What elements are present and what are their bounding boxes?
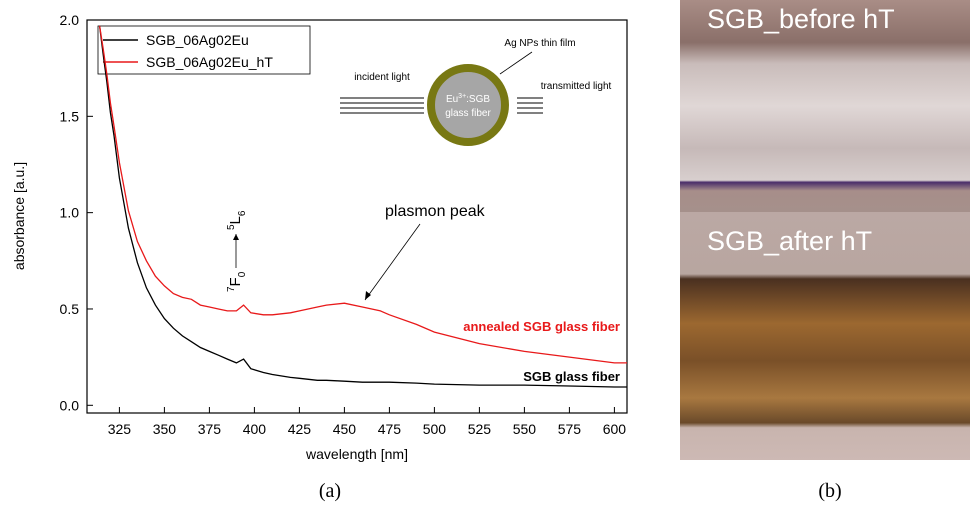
x-axis-label: wavelength [nm] [305, 446, 408, 462]
legend-label: SGB_06Ag02Eu_hT [146, 54, 273, 70]
x-tick-label: 450 [333, 421, 357, 437]
panel-b: SGB_before hT SGB_after hT (b) [680, 0, 970, 502]
y-tick-label: 0.5 [60, 301, 80, 317]
arrow [365, 224, 420, 300]
x-tick-label: 425 [288, 421, 312, 437]
y-tick-label: 1.5 [60, 108, 80, 124]
x-tick-label: 475 [378, 421, 402, 437]
core: Eu [446, 94, 458, 105]
panel-label: (b) [818, 480, 841, 502]
transition-text: 7F0 [226, 271, 248, 292]
x-tick-label: 600 [603, 421, 627, 437]
core: :SGB [466, 94, 490, 105]
y-axis-label: absorbance [a.u.] [11, 162, 27, 270]
term: F [227, 277, 244, 286]
x-tick-label: 400 [243, 421, 267, 437]
inset: Ag NPs thin film incident light transmit… [340, 38, 612, 142]
inset-label: Eu3+:SGB [446, 93, 490, 105]
inset-label: transmitted light [541, 81, 612, 92]
annotation: SGB glass fiber [523, 369, 620, 384]
inset-label: Ag NPs thin film [504, 38, 575, 49]
x-tick-label: 350 [153, 421, 177, 437]
figure: SGB_before hT SGB_after hT (b) wavelengt… [0, 0, 970, 512]
y-tick-label: 1.0 [60, 205, 80, 221]
transition-text: 5L6 [226, 210, 248, 230]
fiber [431, 68, 505, 142]
annotation: plasmon peak [385, 203, 486, 220]
transition-label: 7F0 5L6 [226, 210, 248, 292]
x-tick-label: 375 [198, 421, 222, 437]
legend: SGB_06Ag02Eu SGB_06Ag02Eu_hT [98, 26, 310, 74]
y-tick-label: 0.0 [60, 397, 80, 413]
arrow [500, 52, 532, 74]
arrow-head [233, 234, 239, 240]
y-tick-label: 2.0 [60, 12, 80, 28]
x-tick-label: 500 [423, 421, 447, 437]
legend-label: SGB_06Ag02Eu [146, 32, 249, 48]
term: L [227, 216, 244, 224]
x-tick-label: 550 [513, 421, 537, 437]
x-tick-label: 325 [108, 421, 132, 437]
caption: SGB_after hT [707, 226, 872, 256]
caption: SGB_before hT [707, 4, 895, 34]
sub: 0 [237, 271, 248, 277]
x-tick-label: 525 [468, 421, 492, 437]
panel-label: (a) [319, 480, 341, 502]
inset-label: incident light [354, 72, 410, 83]
sub: 6 [237, 210, 248, 216]
x-tick-label: 575 [558, 421, 582, 437]
annotation: annealed SGB glass fiber [463, 319, 620, 334]
core-sup: 3+ [458, 93, 466, 100]
inset-label: glass fiber [445, 108, 491, 119]
